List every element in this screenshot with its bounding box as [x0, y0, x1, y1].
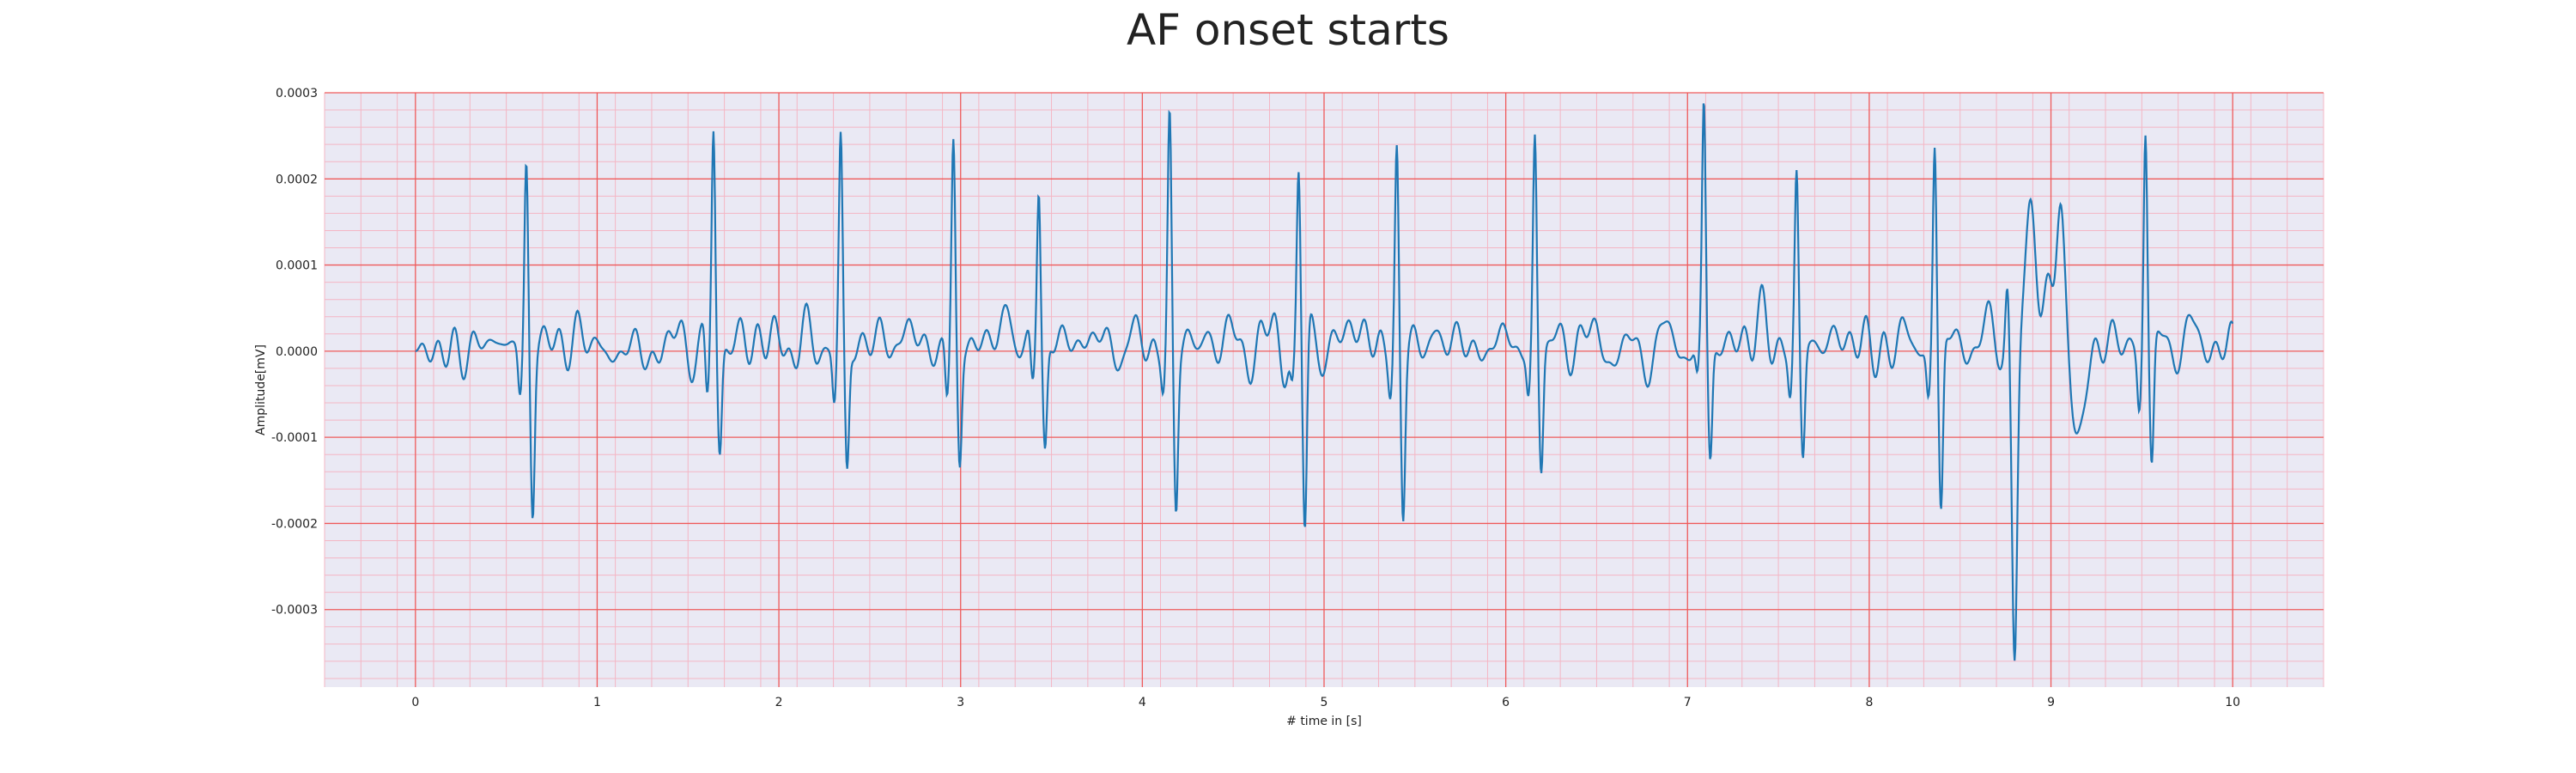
x-axis-ticks: 0 1 2 3 4 5 6 7 8 9 10	[411, 696, 2240, 709]
x-tick-label: 8	[1865, 696, 1873, 709]
x-tick-label: 3	[957, 696, 964, 709]
y-axis-ticks: 0.0003 0.0002 0.0001 0.0000 -0.0001 -0.0002 -0…	[271, 87, 318, 618]
x-tick-label: 9	[2047, 696, 2055, 709]
y-tick-label: 0.0001	[276, 259, 318, 273]
x-axis-label: # time in [s]	[1286, 715, 1362, 728]
major-grid	[325, 92, 2324, 687]
y-tick-label: 0.0000	[276, 345, 318, 359]
x-tick-label: 7	[1684, 696, 1692, 709]
x-tick-label: 4	[1139, 696, 1146, 709]
x-tick-label: 1	[593, 696, 601, 709]
x-tick-label: 6	[1502, 696, 1510, 709]
y-tick-label: 0.0002	[276, 173, 318, 186]
y-tick-label: -0.0003	[271, 604, 318, 618]
y-tick-label: 0.0003	[276, 87, 318, 100]
x-tick-label: 2	[775, 696, 783, 709]
x-tick-label: 0	[411, 696, 419, 709]
chart-title: AF onset starts	[1127, 5, 1449, 55]
ecg-signal-line	[415, 103, 2234, 661]
x-tick-label: 5	[1321, 696, 1328, 709]
y-tick-label: -0.0002	[271, 517, 318, 531]
y-tick-label: -0.0001	[271, 431, 318, 445]
x-tick-label: 10	[2225, 696, 2240, 709]
y-axis-label: Amplitude[mV]	[254, 344, 268, 435]
